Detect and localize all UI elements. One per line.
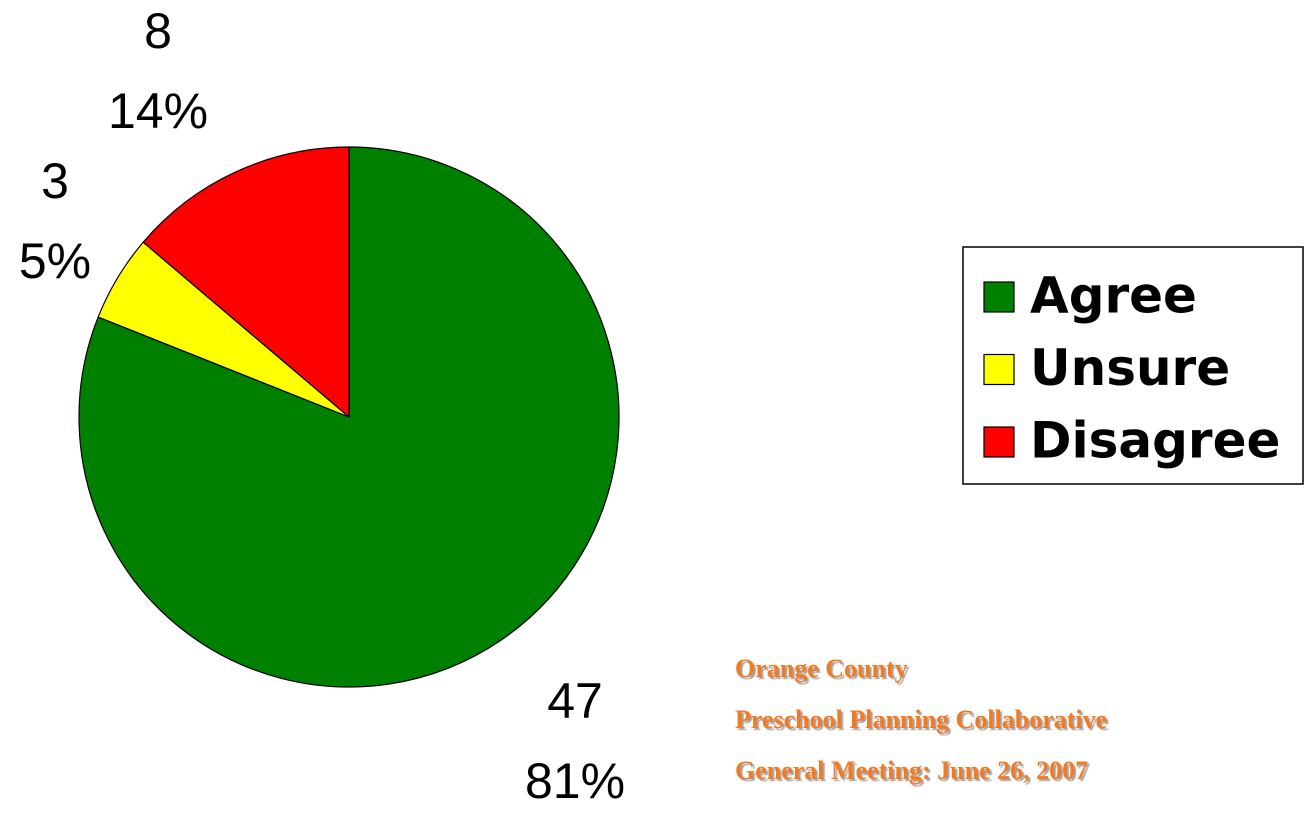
data-label: 47 <box>547 673 603 729</box>
legend-label: Disagree <box>1030 412 1280 470</box>
percent-label: 81% <box>525 753 625 809</box>
legend-swatch <box>983 281 1015 313</box>
legend-label: Unsure <box>1030 339 1230 397</box>
pie-slice <box>142 146 350 419</box>
footer-text: General Meeting: June 26, 2007 <box>735 756 1088 785</box>
data-label: 3 <box>41 153 69 209</box>
percent-label: 5% <box>19 233 91 289</box>
percent-label: 14% <box>108 83 208 139</box>
legend-label: Agree <box>1030 267 1197 325</box>
legend-swatch <box>983 426 1015 458</box>
legend-box <box>962 246 1304 485</box>
legend-swatch <box>983 353 1015 386</box>
data-label: 8 <box>144 3 172 59</box>
footer-text: Preschool Planning Collaborative <box>735 705 1107 734</box>
footer-text: Orange County <box>735 654 908 683</box>
